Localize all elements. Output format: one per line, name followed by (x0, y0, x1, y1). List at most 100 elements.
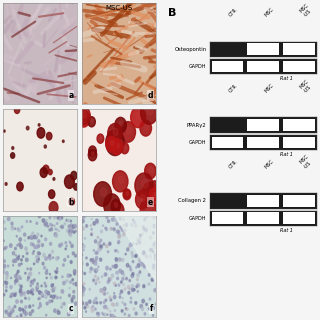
Circle shape (117, 251, 119, 253)
Circle shape (140, 238, 141, 239)
Circle shape (153, 264, 155, 267)
Circle shape (73, 291, 75, 293)
Circle shape (30, 268, 32, 270)
Circle shape (121, 281, 122, 283)
Circle shape (151, 248, 153, 250)
Circle shape (137, 284, 139, 287)
Circle shape (8, 313, 10, 316)
Circle shape (122, 277, 124, 280)
Circle shape (119, 296, 121, 298)
Text: B: B (168, 8, 176, 18)
Circle shape (101, 276, 103, 277)
Circle shape (103, 243, 105, 245)
Circle shape (89, 288, 91, 290)
Circle shape (44, 223, 46, 225)
Circle shape (100, 188, 107, 196)
Circle shape (26, 258, 28, 261)
Circle shape (29, 312, 32, 316)
Circle shape (106, 266, 108, 270)
Circle shape (52, 288, 54, 292)
Circle shape (19, 229, 20, 232)
Circle shape (105, 305, 107, 308)
Circle shape (100, 290, 102, 292)
Circle shape (20, 285, 22, 288)
Circle shape (129, 288, 131, 290)
Circle shape (16, 273, 18, 275)
Circle shape (124, 303, 126, 306)
Circle shape (110, 228, 112, 230)
Circle shape (45, 220, 47, 221)
Circle shape (111, 202, 124, 220)
Circle shape (106, 136, 117, 151)
Circle shape (124, 288, 126, 290)
Circle shape (6, 246, 7, 248)
Circle shape (65, 175, 74, 188)
Circle shape (123, 233, 125, 236)
Circle shape (49, 216, 51, 219)
Circle shape (82, 244, 83, 245)
Circle shape (92, 258, 94, 260)
Circle shape (45, 285, 47, 287)
Circle shape (83, 216, 85, 218)
Circle shape (131, 107, 146, 128)
Circle shape (122, 298, 123, 299)
Circle shape (127, 285, 130, 289)
Circle shape (120, 226, 122, 228)
Circle shape (69, 231, 71, 235)
Circle shape (20, 245, 22, 249)
Circle shape (143, 265, 146, 268)
Circle shape (153, 243, 155, 246)
Circle shape (126, 191, 128, 195)
Circle shape (37, 283, 38, 285)
Circle shape (27, 268, 28, 270)
Circle shape (123, 189, 131, 200)
Circle shape (139, 271, 141, 272)
Text: MSC
-US: MSC -US (299, 2, 314, 18)
Circle shape (46, 314, 47, 316)
Circle shape (90, 225, 92, 226)
Circle shape (52, 225, 53, 226)
Circle shape (112, 265, 114, 268)
Circle shape (59, 244, 61, 247)
Circle shape (133, 308, 135, 310)
Circle shape (3, 264, 5, 268)
Circle shape (56, 271, 57, 274)
Circle shape (70, 231, 71, 233)
Circle shape (5, 310, 8, 314)
Circle shape (143, 264, 145, 267)
Circle shape (28, 276, 30, 279)
Circle shape (49, 300, 51, 303)
Circle shape (67, 229, 69, 232)
Circle shape (61, 225, 63, 228)
Circle shape (30, 243, 33, 246)
Circle shape (57, 257, 59, 259)
Circle shape (106, 130, 124, 156)
Circle shape (49, 229, 51, 231)
Text: c: c (69, 304, 74, 313)
Circle shape (113, 228, 115, 231)
Circle shape (46, 132, 52, 140)
Circle shape (14, 294, 16, 296)
Circle shape (107, 292, 108, 294)
Circle shape (4, 281, 6, 283)
Circle shape (46, 302, 48, 305)
Circle shape (49, 274, 50, 275)
Circle shape (153, 266, 155, 269)
Circle shape (21, 226, 23, 228)
Circle shape (45, 225, 46, 227)
Circle shape (37, 128, 45, 138)
Circle shape (126, 263, 129, 267)
Circle shape (11, 153, 15, 158)
Circle shape (95, 256, 98, 260)
Circle shape (99, 282, 100, 283)
Circle shape (69, 287, 70, 289)
Circle shape (107, 314, 108, 315)
Circle shape (124, 231, 125, 234)
Circle shape (130, 301, 131, 302)
Circle shape (43, 253, 45, 257)
Circle shape (140, 195, 145, 201)
Circle shape (110, 311, 111, 312)
Circle shape (2, 271, 4, 273)
Circle shape (55, 271, 56, 272)
Circle shape (56, 277, 57, 278)
